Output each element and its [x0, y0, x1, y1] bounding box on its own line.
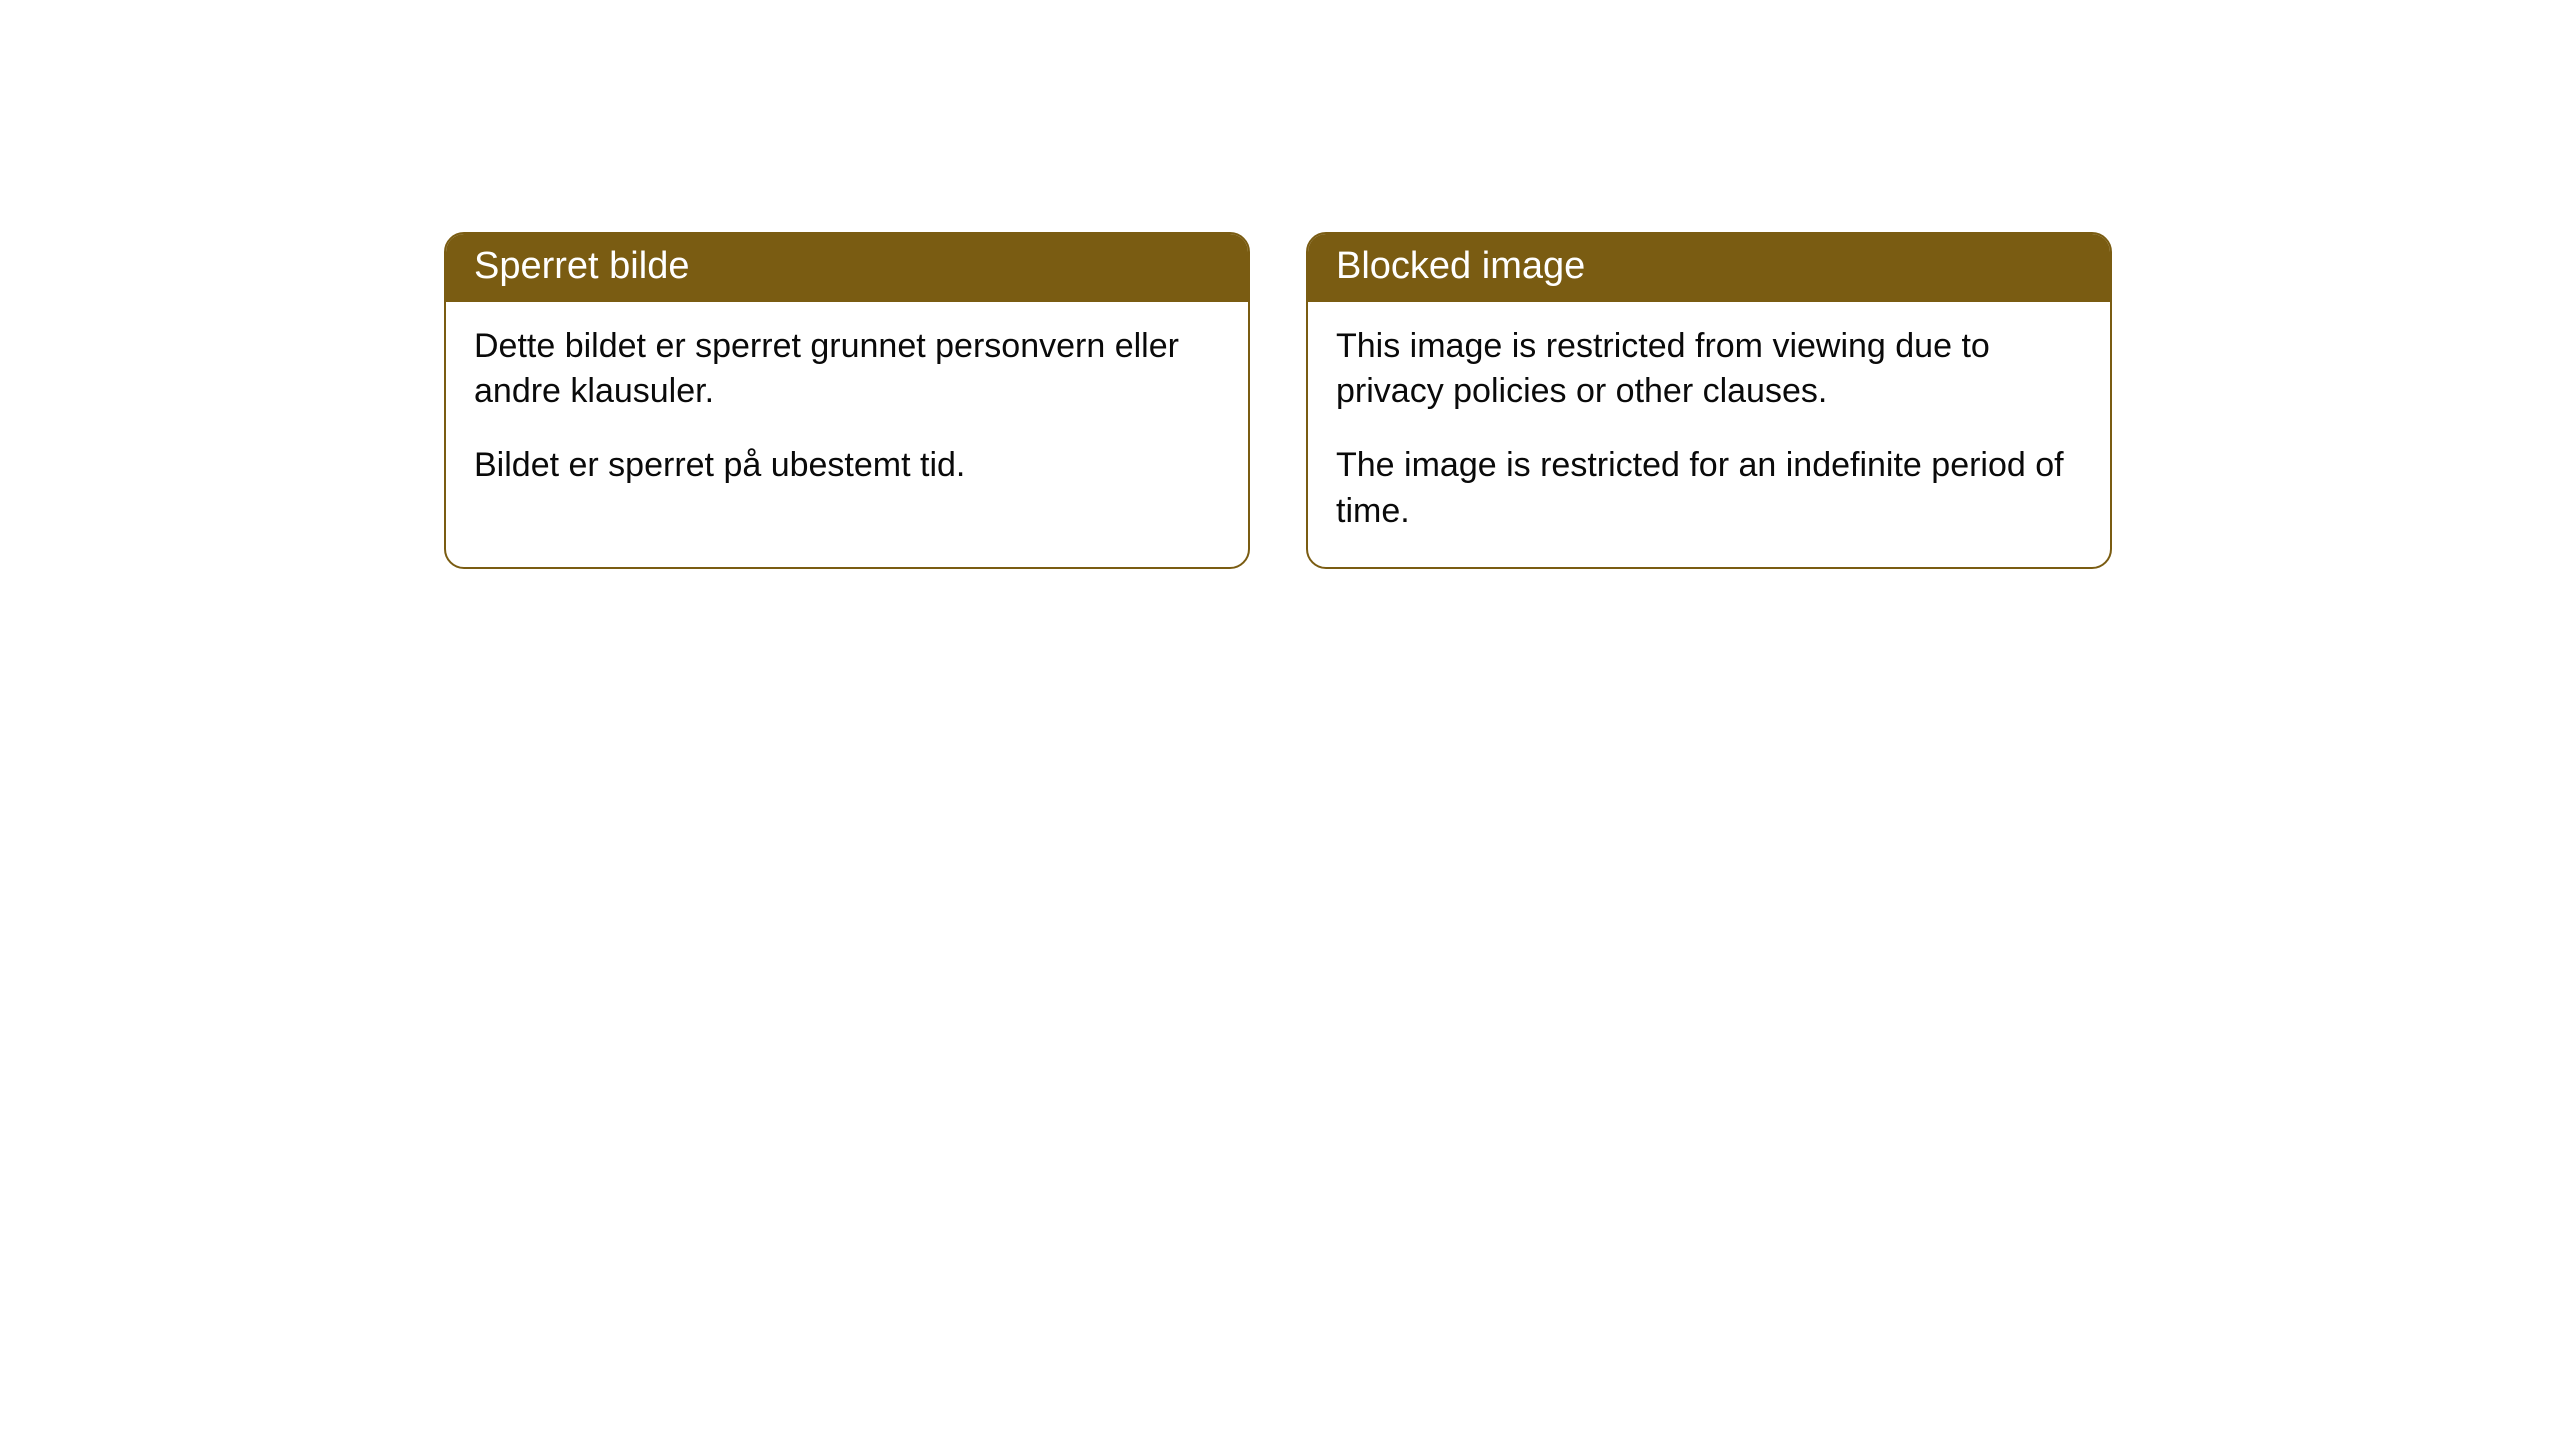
blocked-image-card-norwegian: Sperret bilde Dette bildet er sperret gr…	[444, 232, 1250, 569]
card-header: Blocked image	[1308, 234, 2110, 302]
notice-cards-container: Sperret bilde Dette bildet er sperret gr…	[0, 0, 2560, 569]
blocked-image-card-english: Blocked image This image is restricted f…	[1306, 232, 2112, 569]
card-title: Blocked image	[1336, 245, 1585, 287]
card-paragraph-2: The image is restricted for an indefinit…	[1336, 443, 2082, 535]
card-paragraph-1: Dette bildet er sperret grunnet personve…	[474, 324, 1220, 416]
card-header: Sperret bilde	[446, 234, 1248, 302]
card-paragraph-1: This image is restricted from viewing du…	[1336, 324, 2082, 416]
card-body: Dette bildet er sperret grunnet personve…	[446, 302, 1248, 522]
card-title: Sperret bilde	[474, 245, 689, 287]
card-paragraph-2: Bildet er sperret på ubestemt tid.	[474, 443, 1220, 489]
card-body: This image is restricted from viewing du…	[1308, 302, 2110, 568]
